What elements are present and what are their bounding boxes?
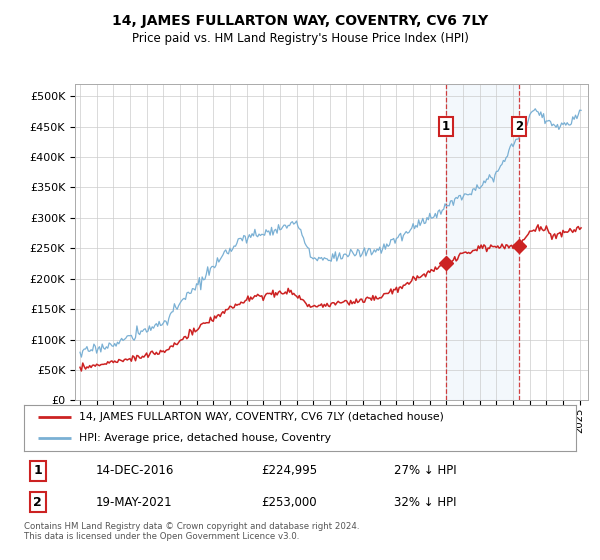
Text: Contains HM Land Registry data © Crown copyright and database right 2024.
This d: Contains HM Land Registry data © Crown c… (24, 522, 359, 542)
Text: £253,000: £253,000 (262, 496, 317, 509)
Text: 14-DEC-2016: 14-DEC-2016 (96, 464, 174, 477)
Text: 14, JAMES FULLARTON WAY, COVENTRY, CV6 7LY (detached house): 14, JAMES FULLARTON WAY, COVENTRY, CV6 7… (79, 412, 444, 422)
Text: 2: 2 (515, 120, 523, 133)
Text: 14, JAMES FULLARTON WAY, COVENTRY, CV6 7LY: 14, JAMES FULLARTON WAY, COVENTRY, CV6 7… (112, 14, 488, 28)
Text: HPI: Average price, detached house, Coventry: HPI: Average price, detached house, Cove… (79, 433, 331, 444)
Text: 1: 1 (34, 464, 42, 477)
Text: 32% ↓ HPI: 32% ↓ HPI (394, 496, 457, 509)
Text: 19-MAY-2021: 19-MAY-2021 (96, 496, 172, 509)
Text: £224,995: £224,995 (262, 464, 317, 477)
Text: 27% ↓ HPI: 27% ↓ HPI (394, 464, 457, 477)
Bar (446, 84, 519, 400)
Text: 2: 2 (34, 496, 42, 509)
Text: 1: 1 (442, 120, 450, 133)
Text: Price paid vs. HM Land Registry's House Price Index (HPI): Price paid vs. HM Land Registry's House … (131, 32, 469, 45)
